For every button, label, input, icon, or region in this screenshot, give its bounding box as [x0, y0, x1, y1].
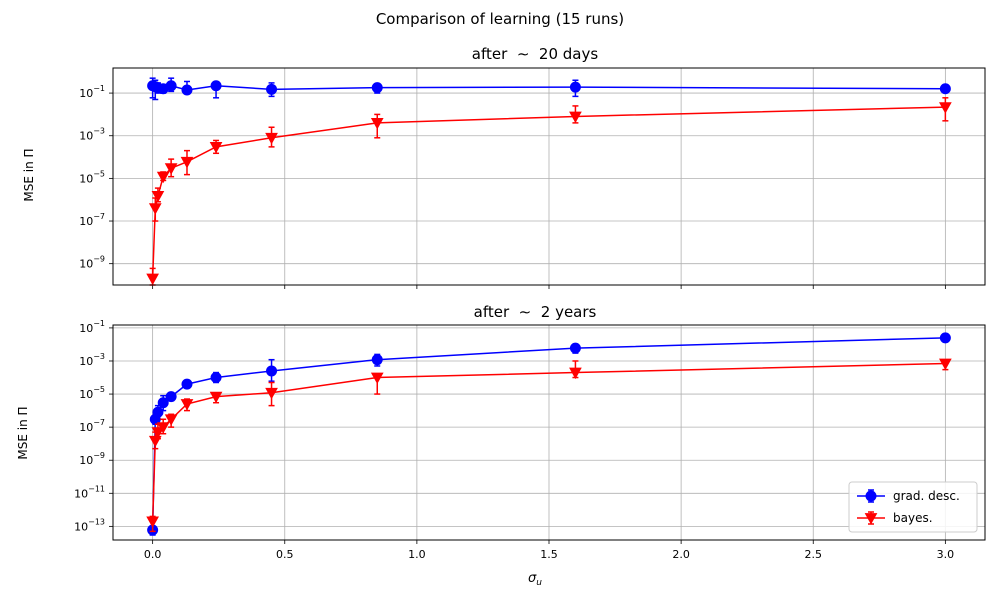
data-point	[165, 391, 177, 403]
data-point	[156, 422, 170, 434]
series-bayes	[146, 358, 952, 533]
data-point	[151, 427, 165, 439]
plot-frame	[112, 67, 986, 286]
legend-box	[848, 481, 978, 533]
x-tick-label: 0.0	[144, 548, 162, 561]
legend-item: grad. desc.	[857, 489, 960, 503]
figure-suptitle: Comparison of learning (15 runs)	[376, 10, 624, 28]
data-point	[939, 358, 952, 371]
data-point	[371, 354, 383, 366]
data-point	[939, 102, 952, 114]
y-tick-label: 10−3	[79, 127, 105, 143]
legend-label: bayes.	[893, 511, 933, 525]
x-axis-label-symbol: σ	[528, 571, 537, 586]
series-grad-desc	[147, 77, 951, 101]
data-point	[569, 81, 581, 93]
x-tick-label: 3.0	[937, 548, 955, 561]
subplot-title: after ∼ 2 years	[474, 303, 597, 321]
y-tick-label: 10−5	[79, 385, 105, 401]
data-point	[164, 163, 178, 175]
grid	[113, 68, 985, 285]
data-point	[181, 378, 193, 390]
data-point	[569, 342, 581, 354]
x-tick-label: 2.0	[672, 548, 690, 561]
y-axis-label: MSE in Π	[22, 148, 36, 201]
data-point	[165, 80, 177, 92]
data-point	[569, 111, 582, 124]
y-tick-label: 10−5	[79, 169, 105, 185]
data-point	[151, 191, 165, 203]
y-tick-label: 10−9	[79, 451, 105, 467]
y-tick-label: 10−11	[74, 484, 105, 500]
data-point	[146, 273, 159, 286]
series-grad-desc	[147, 332, 951, 536]
x-tick-label: 2.5	[804, 548, 822, 561]
data-point	[152, 406, 164, 418]
x-axis-label-subscript: u	[536, 578, 542, 588]
data-point	[209, 391, 223, 404]
x-tick-label: 1.5	[540, 548, 558, 561]
plot-frame	[112, 324, 986, 541]
data-point	[146, 516, 159, 528]
data-point	[266, 83, 278, 95]
subplot-title: after ∼ 20 days	[472, 45, 599, 63]
data-point	[157, 397, 169, 409]
legend: grad. desc. bayes.	[848, 481, 978, 533]
y-tick-label: 10−7	[79, 418, 105, 434]
y-tick-label: 10−3	[79, 352, 105, 368]
data-point	[939, 332, 951, 344]
subplot-20-days: after ∼ 20 days MSE in Π 10−9 10−7 10−5 10−…	[22, 45, 986, 289]
legend-marker	[864, 513, 878, 525]
data-point	[156, 171, 170, 184]
data-point	[181, 84, 193, 96]
x-tick-label: 0.5	[276, 548, 294, 561]
data-point	[370, 117, 384, 130]
data-point	[265, 387, 278, 400]
subplot-2-years: after ∼ 2 years MSE in Π σu 0.0 0.5 1.0 1.5…	[16, 303, 986, 588]
data-point	[209, 141, 223, 154]
data-point	[148, 435, 162, 448]
series-bayes	[146, 97, 952, 286]
y-tick-label: 10−13	[74, 517, 105, 533]
data-point	[180, 399, 194, 411]
y-tick-label: 10−7	[79, 212, 105, 228]
data-point	[180, 156, 194, 169]
data-point	[210, 80, 222, 92]
data-point	[569, 367, 582, 380]
x-axis-label: σu	[528, 571, 542, 588]
legend-marker	[865, 490, 877, 502]
data-point	[370, 372, 384, 385]
y-tick-label: 10−1	[79, 319, 105, 335]
data-point	[164, 414, 178, 426]
data-point	[939, 83, 951, 95]
data-point	[148, 203, 162, 215]
data-point	[371, 82, 383, 94]
data-point	[210, 372, 222, 384]
data-point	[266, 365, 278, 377]
y-tick-label: 10−1	[79, 84, 105, 100]
data-point	[265, 132, 278, 145]
y-axis-label: MSE in Π	[16, 406, 30, 459]
y-tick-label: 10−9	[79, 255, 105, 271]
x-tick-label: 1.0	[408, 548, 426, 561]
legend-item: bayes.	[857, 511, 933, 525]
legend-label: grad. desc.	[893, 489, 960, 503]
